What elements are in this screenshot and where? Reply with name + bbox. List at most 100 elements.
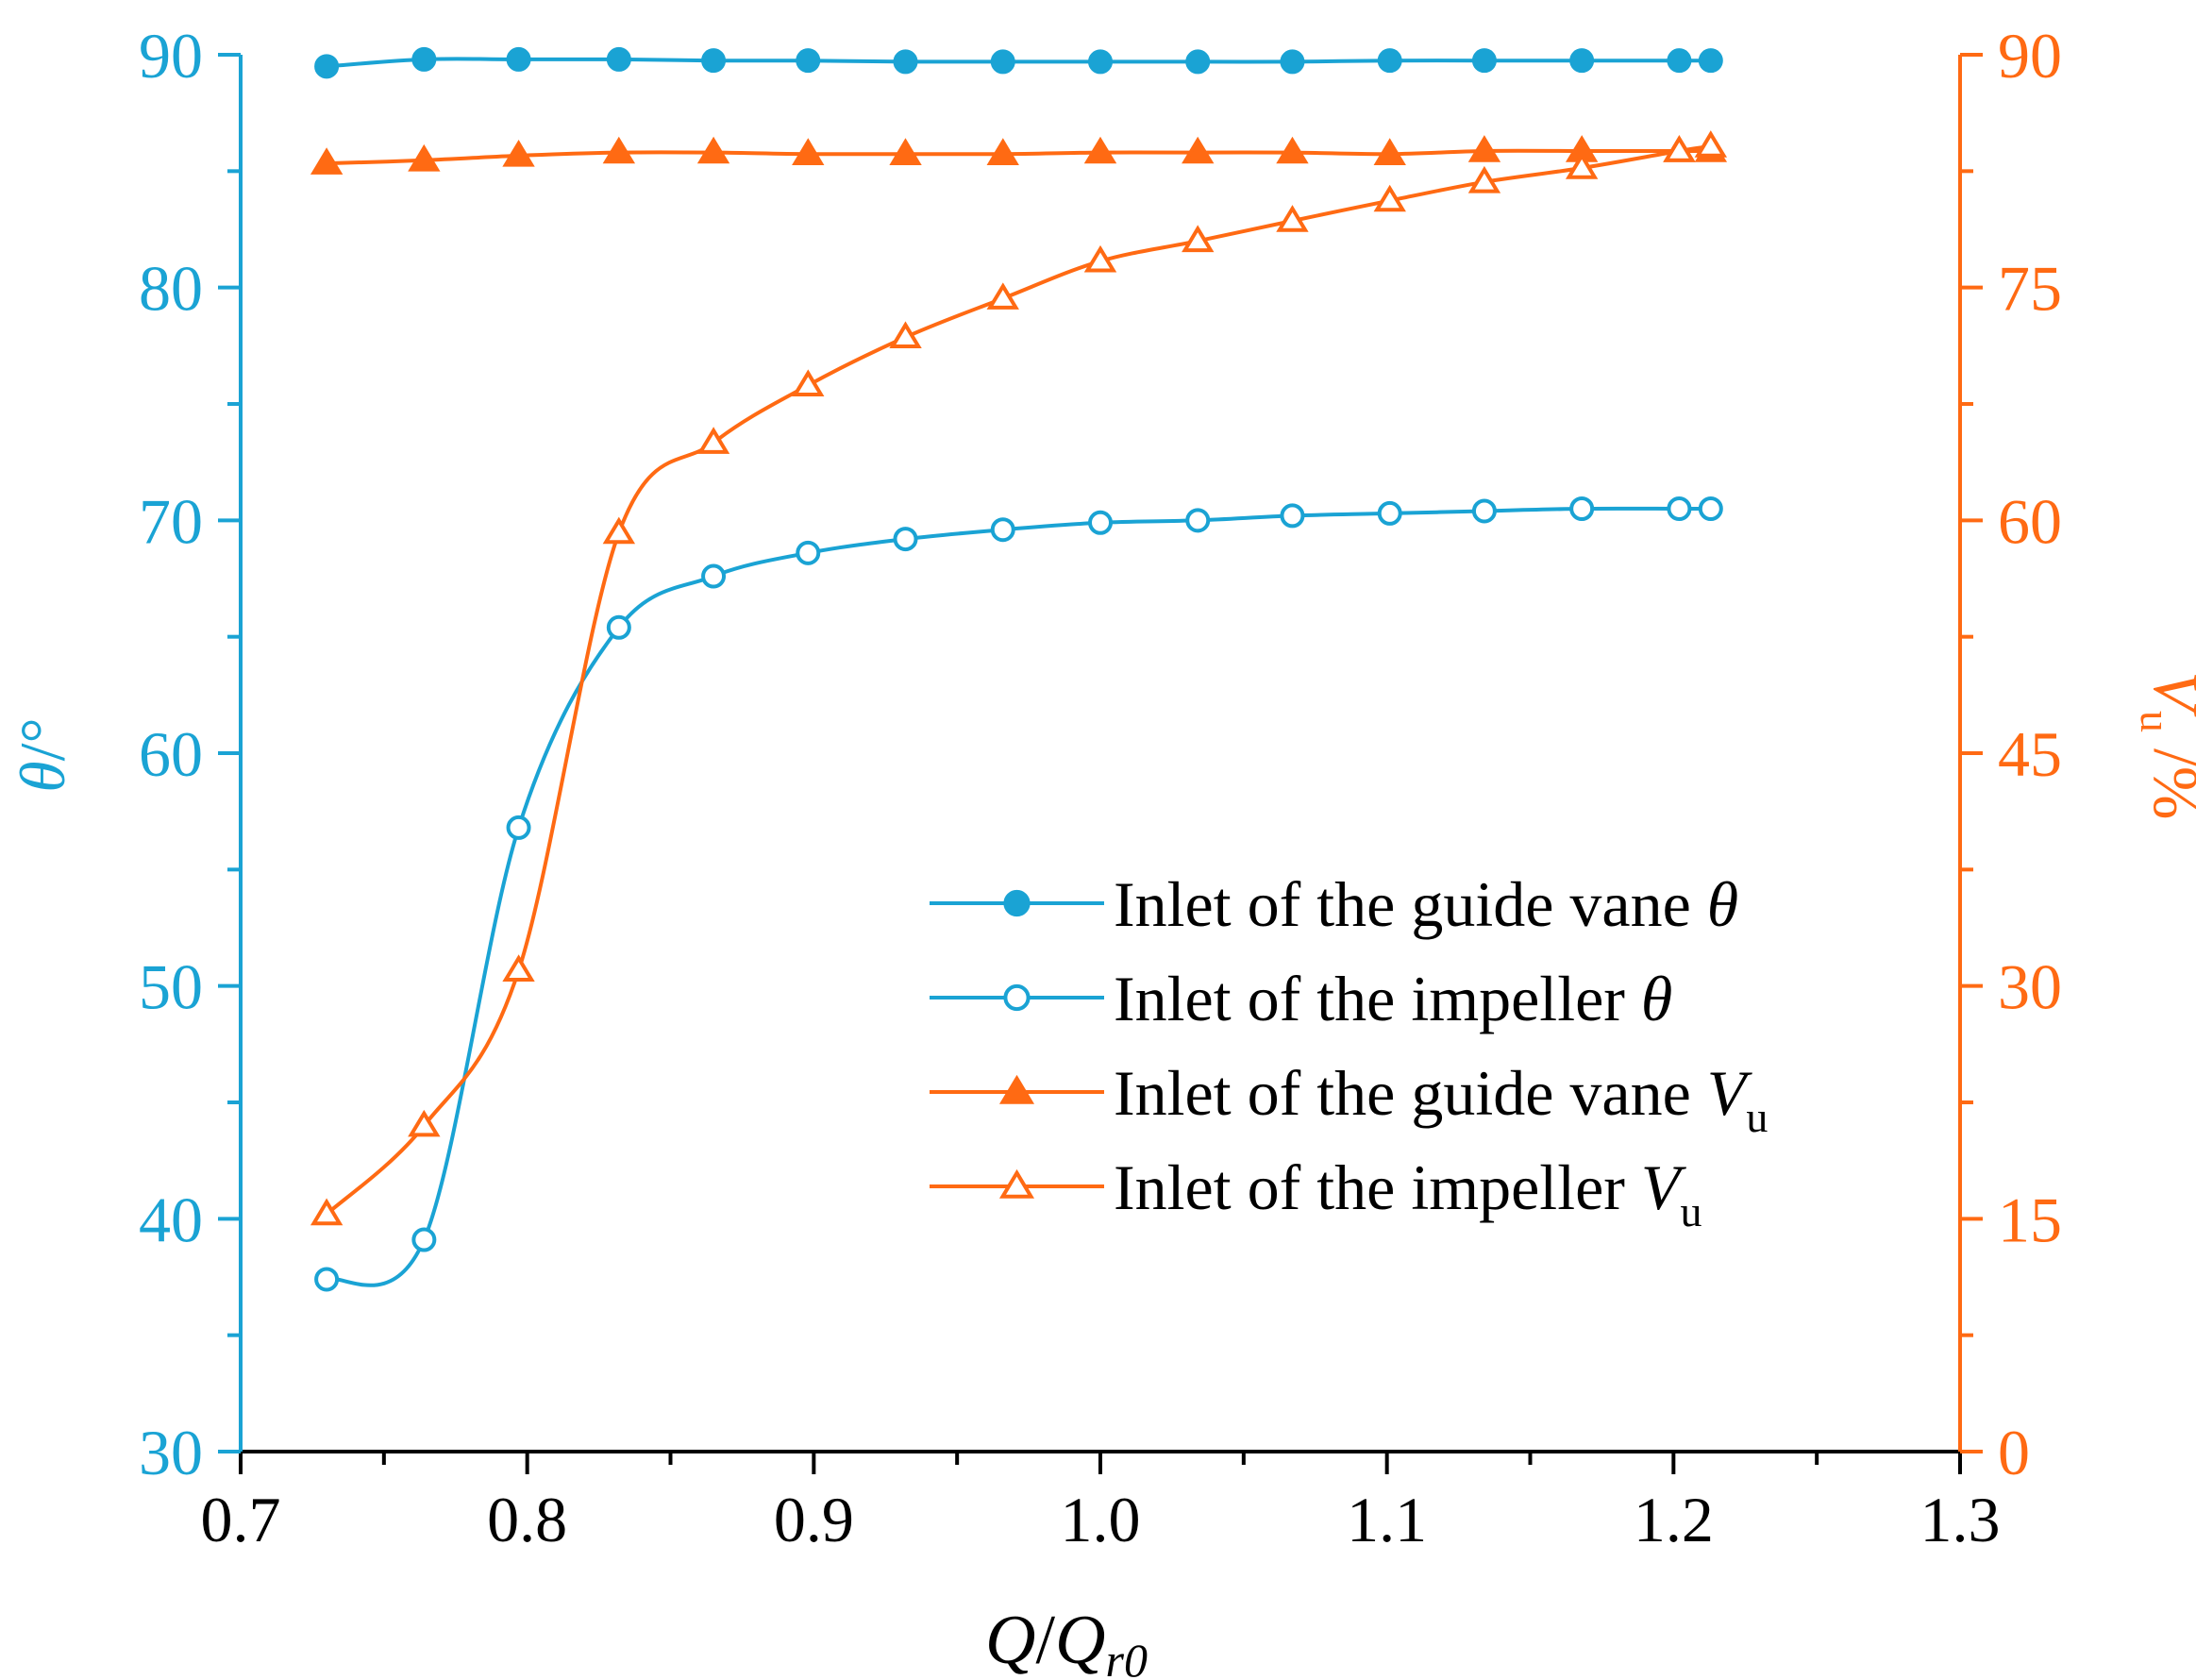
data-point (606, 614, 631, 640)
x-tick-label: 0.8 (487, 1484, 567, 1555)
data-point (1698, 48, 1723, 74)
series-line-3 (325, 144, 1712, 1216)
y-right-ticks: 0 15 30 45 60 75 90 (1960, 20, 2062, 1488)
y-left-tick-label: 60 (139, 718, 203, 790)
data-point (314, 54, 340, 79)
y-left-tick-label: 80 (139, 253, 203, 325)
data-point (986, 138, 1019, 165)
data-point (1185, 508, 1211, 533)
data-point (314, 1267, 340, 1292)
data-point (792, 138, 825, 165)
data-point (602, 136, 636, 164)
data-point (502, 954, 535, 982)
data-point (1377, 500, 1402, 526)
y-right-tick-label: 15 (1998, 1184, 2062, 1255)
data-point (796, 48, 821, 74)
data-point (1471, 48, 1497, 74)
data-point (1663, 135, 1696, 162)
data-point (602, 516, 636, 545)
data-point (408, 1109, 441, 1137)
y-left-tick-label: 70 (139, 485, 203, 557)
legend-marker (1003, 889, 1031, 917)
data-point (606, 46, 631, 72)
data-point (1182, 136, 1215, 164)
x-tick-label: 0.7 (201, 1484, 281, 1555)
data-point (1569, 496, 1595, 521)
x-tick-label: 1.1 (1347, 1484, 1427, 1555)
data-point (310, 1198, 344, 1226)
legend-label: Inlet of the guide vane θ (1114, 868, 1738, 940)
data-point (1185, 49, 1211, 75)
legend-label: Inlet of the guide vane Vu (1114, 1057, 1768, 1141)
data-point (1467, 165, 1501, 193)
data-point (1088, 49, 1113, 75)
y-right-tick-label: 60 (1998, 485, 2062, 557)
y-left-tick-label: 50 (139, 951, 203, 1023)
y-left-tick-label: 40 (139, 1184, 203, 1255)
series-line-2 (327, 148, 1711, 166)
data-point (1280, 49, 1305, 75)
y-axis-left-title: θ/° (7, 717, 78, 793)
legend-entry: Inlet of the impeller θ (930, 963, 1672, 1034)
y-left-ticks: 30 40 50 60 70 80 90 (139, 20, 241, 1488)
legend-label: Inlet of the impeller θ (1114, 963, 1672, 1034)
data-point (1182, 225, 1215, 253)
data-point (506, 815, 531, 840)
data-point (1083, 136, 1117, 164)
x-tick-label: 1.0 (1061, 1484, 1141, 1555)
data-point (990, 517, 1015, 543)
data-point (310, 147, 344, 175)
data-point (411, 1227, 437, 1252)
data-point (1276, 205, 1309, 232)
y-axis-right-title: Vu /% (2132, 671, 2196, 819)
legend-label: Inlet of the impeller Vu (1114, 1151, 1701, 1235)
data-point (1373, 138, 1406, 165)
legend-entry: Inlet of the guide vane θ (930, 868, 1738, 940)
legend-marker (998, 1168, 1035, 1199)
x-tick-label: 1.3 (1920, 1484, 2001, 1555)
data-point (1667, 496, 1692, 521)
data-point (1698, 496, 1723, 521)
data-point (893, 527, 918, 552)
data-point (893, 49, 918, 75)
x-tick-label: 1.2 (1634, 1484, 1714, 1555)
legend-marker (998, 1074, 1035, 1104)
data-point (408, 143, 441, 172)
y-right-tick-label: 30 (1998, 951, 2062, 1023)
data-point (502, 140, 535, 167)
data-point (506, 46, 531, 72)
data-point (701, 563, 727, 589)
series-line-0 (326, 57, 1711, 69)
y-right-tick-label: 0 (1998, 1417, 2030, 1488)
x-ticks: 0.7 0.8 0.9 1.0 1.1 1.2 1.3 (201, 1452, 2001, 1555)
data-point (889, 321, 922, 348)
data-point (1083, 244, 1117, 273)
data-point (792, 369, 825, 396)
data-point (1667, 48, 1692, 74)
data-point (1377, 48, 1402, 74)
data-point (1565, 152, 1599, 179)
legend-entry: Inlet of the impeller Vu (930, 1151, 1701, 1235)
data-point (411, 46, 437, 72)
x-tick-label: 0.9 (774, 1484, 854, 1555)
data-point (696, 427, 730, 454)
x-axis-title: Q/Qr0 (985, 1602, 1148, 1680)
data-point (1276, 136, 1309, 164)
data-point (701, 48, 727, 74)
data-point (990, 49, 1015, 75)
y-left-tick-label: 90 (139, 20, 203, 92)
data-point (1569, 48, 1595, 74)
data-point (1088, 510, 1113, 535)
data-point (1471, 498, 1497, 524)
series-markers (310, 46, 1728, 1292)
legend-entry: Inlet of the guide vane Vu (930, 1057, 1768, 1141)
y-right-tick-label: 75 (1998, 253, 2062, 325)
y-left-tick-label: 30 (139, 1417, 203, 1488)
data-point (1373, 184, 1406, 212)
data-point (796, 540, 821, 565)
data-point (986, 282, 1019, 310)
data-point (696, 136, 730, 164)
legend: Inlet of the guide vane θ Inlet of the im… (930, 868, 1768, 1235)
y-right-tick-label: 45 (1998, 718, 2062, 790)
